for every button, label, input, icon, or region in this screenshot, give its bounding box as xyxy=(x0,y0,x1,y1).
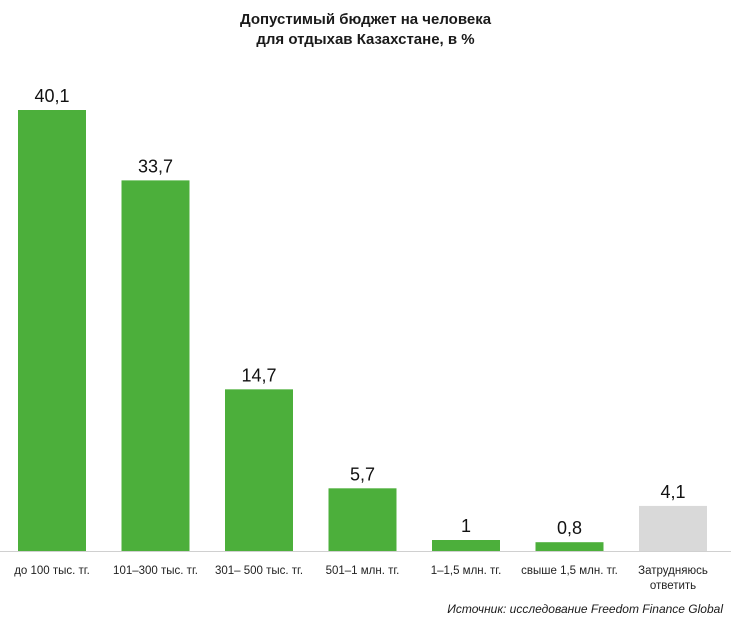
data-label-2: 14,7 xyxy=(241,365,276,385)
chart-title-line-2: для отдыхав Казахстане, в % xyxy=(256,31,475,48)
data-label-4: 1 xyxy=(461,516,471,536)
category-label-6-line-0: Затрудняюсь xyxy=(638,565,708,577)
data-label-3: 5,7 xyxy=(350,464,375,484)
chart-title: Допустимый бюджет на человека для отдыха… xyxy=(0,10,731,50)
category-label-1: 101–300 тыс. тг. xyxy=(113,565,198,577)
data-label-6: 4,1 xyxy=(660,482,685,502)
category-label-0: до 100 тыс. тг. xyxy=(14,565,90,577)
category-label-5: свыше 1,5 млн. тг. xyxy=(521,565,618,577)
bar-1 xyxy=(121,180,190,551)
category-label-3: 501–1 млн. тг. xyxy=(326,565,400,577)
bar-4 xyxy=(432,540,500,551)
data-label-5: 0,8 xyxy=(557,518,582,538)
bar-chart: 40,1 до 100 тыс. тг. 33,7 101–300 тыс. тг. 1… xyxy=(0,86,731,592)
bar-3 xyxy=(328,488,397,551)
source-note: Источник: исследование Freedom Finance G… xyxy=(447,602,723,616)
bar-6 xyxy=(639,505,707,551)
chart-title-line-1: Допустимый бюджет на человека xyxy=(239,11,492,28)
category-label-4: 1–1,5 млн. тг. xyxy=(431,565,502,577)
bar-2 xyxy=(225,389,293,551)
category-label-6-line-1: ответить xyxy=(650,580,696,592)
data-label-0: 40,1 xyxy=(34,86,69,106)
bar-0 xyxy=(18,110,86,551)
category-label-2: 301– 500 тыс. тг. xyxy=(215,565,303,577)
data-label-1: 33,7 xyxy=(138,156,173,176)
bar-5 xyxy=(535,542,604,551)
